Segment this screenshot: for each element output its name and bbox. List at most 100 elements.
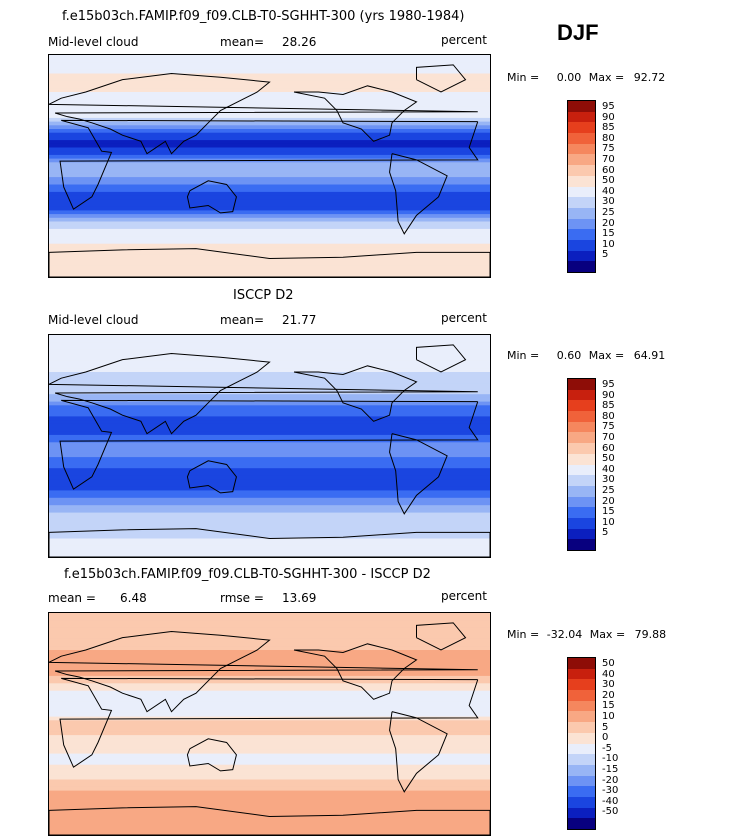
latitude-band <box>49 195 490 200</box>
latitude-band <box>49 114 490 119</box>
colorbar-tick-label: -15 <box>602 763 619 775</box>
latitude-band <box>49 816 490 821</box>
panel-1-colorbar-ticks: 95 90 85 80 75 70 60 50 40 30 25 20 15 10 5 <box>602 101 615 261</box>
colorbar-tick-label: 40 <box>602 668 615 680</box>
colorbar-swatch <box>568 743 595 755</box>
latitude-band <box>49 698 490 703</box>
continent-outline <box>293 85 418 142</box>
colorbar-swatch <box>568 379 595 390</box>
panel-2-mean-value: 21.77 <box>282 313 317 327</box>
panel-2-variable-label: Mid-level cloud <box>48 313 139 327</box>
colorbar-tick-label: 10 <box>602 710 615 722</box>
latitude-band <box>49 217 490 223</box>
colorbar-swatch <box>568 690 595 701</box>
colorbar-tick-label: 95 <box>602 379 615 390</box>
latitude-band <box>49 342 490 347</box>
continent-outline <box>186 738 237 772</box>
colorbar-swatch <box>568 207 595 219</box>
latitude-band <box>49 761 490 766</box>
colorbar-swatch <box>568 250 595 262</box>
colorbar-swatch <box>568 261 595 272</box>
colorbar-swatch <box>568 197 595 208</box>
colorbar-swatch <box>568 658 595 669</box>
latitude-band <box>49 353 490 358</box>
latitude-band <box>49 169 490 174</box>
colorbar-swatch <box>568 411 595 422</box>
latitude-band <box>49 77 490 82</box>
colorbar-tick-label: 25 <box>602 484 615 496</box>
latitude-band <box>49 129 490 134</box>
panel-1-title: f.e15b03ch.FAMIP.f09_f09.CLB-T0-SGHHT-30… <box>62 9 465 24</box>
latitude-band <box>49 210 490 215</box>
colorbar-swatch <box>568 122 595 134</box>
colorbar-tick-label: -20 <box>602 774 619 786</box>
latitude-band <box>49 646 490 651</box>
latitude-band <box>49 446 490 451</box>
colorbar-swatch <box>568 101 595 112</box>
latitude-band <box>49 516 490 521</box>
latitude-band <box>49 136 490 141</box>
panel-1-min-label: Min = <box>507 71 540 84</box>
latitude-band <box>49 479 490 484</box>
colorbar-swatch <box>568 400 595 412</box>
latitude-band <box>49 449 490 454</box>
colorbar-tick-label: 75 <box>602 421 615 433</box>
colorbar-swatch <box>568 475 595 486</box>
colorbar-tick-label: 10 <box>602 238 615 250</box>
colorbar-swatch <box>568 229 595 240</box>
latitude-band <box>49 497 490 503</box>
colorbar-swatch <box>568 517 595 529</box>
panel-2-colorbar-ticks: 95 90 85 80 75 70 60 50 40 30 25 20 15 10 5 <box>602 379 615 539</box>
colorbar-tick-label: 5 <box>602 527 609 539</box>
latitude-band <box>49 538 490 543</box>
colorbar-swatch <box>568 143 595 155</box>
latitude-band <box>49 505 490 510</box>
latitude-band <box>49 512 490 517</box>
latitude-band <box>49 683 490 688</box>
colorbar-swatch <box>568 421 595 433</box>
latitude-band <box>49 527 490 532</box>
colorbar-swatch <box>568 786 595 797</box>
latitude-band <box>49 520 490 525</box>
colorbar-tick-label: 20 <box>602 217 615 229</box>
latitude-band <box>49 701 490 707</box>
continent-outline <box>389 433 448 515</box>
latitude-band <box>49 542 490 547</box>
latitude-band <box>49 490 490 495</box>
panel-1-min-value: 0.00 <box>556 71 582 84</box>
latitude-band <box>49 191 490 197</box>
latitude-band <box>49 99 490 104</box>
colorbar-tick-label: 15 <box>602 506 615 518</box>
latitude-band <box>49 501 490 506</box>
panel-1-units: percent <box>441 33 487 47</box>
colorbar-swatch <box>568 700 595 712</box>
colorbar-swatch <box>568 754 595 765</box>
colorbar-tick-label: 85 <box>602 122 615 134</box>
panel-2-map <box>48 334 491 558</box>
colorbar-tick-label: 40 <box>602 463 615 475</box>
latitude-band <box>49 265 490 271</box>
continent-outline <box>416 64 467 93</box>
latitude-band <box>49 162 490 167</box>
latitude-band <box>49 383 490 388</box>
latitude-band <box>49 534 490 540</box>
latitude-band <box>49 746 490 751</box>
latitude-band <box>49 88 490 93</box>
panel-1-map <box>48 54 491 278</box>
latitude-band <box>49 779 490 784</box>
colorbar-tick-label: 25 <box>602 206 615 218</box>
latitude-band <box>49 254 490 260</box>
continent-outline <box>389 711 448 793</box>
latitude-band <box>49 427 490 432</box>
panel-2-min-label: Min = <box>507 349 540 362</box>
latitude-band <box>49 364 490 369</box>
panel-1-max-label: Max = <box>588 71 625 84</box>
colorbar-swatch <box>568 165 595 176</box>
latitude-band <box>49 335 490 340</box>
latitude-band <box>49 117 490 123</box>
latitude-band <box>49 431 490 436</box>
colorbar-tick-label: 50 <box>602 175 615 187</box>
latitude-band <box>49 214 490 219</box>
colorbar-tick-label: 70 <box>602 431 615 443</box>
latitude-band <box>49 742 490 747</box>
